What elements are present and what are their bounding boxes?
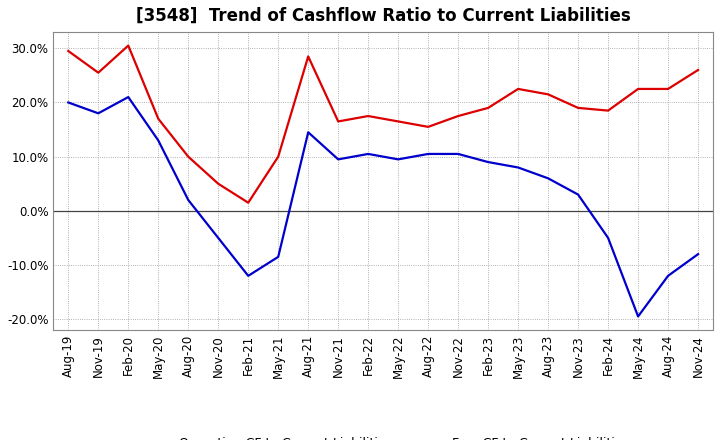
Free CF to Current Liabilities <box>214 235 222 241</box>
Free CF to Current Liabilities <box>544 176 552 181</box>
Operating CF to Current Liabilities <box>64 48 73 54</box>
Free CF to Current Liabilities <box>694 252 703 257</box>
Operating CF to Current Liabilities <box>394 119 402 124</box>
Free CF to Current Liabilities <box>304 130 312 135</box>
Line: Operating CF to Current Liabilities: Operating CF to Current Liabilities <box>68 46 698 203</box>
Free CF to Current Liabilities <box>244 273 253 279</box>
Operating CF to Current Liabilities <box>94 70 103 75</box>
Operating CF to Current Liabilities <box>334 119 343 124</box>
Operating CF to Current Liabilities <box>454 114 462 119</box>
Operating CF to Current Liabilities <box>604 108 613 113</box>
Free CF to Current Liabilities <box>334 157 343 162</box>
Free CF to Current Liabilities <box>274 254 282 260</box>
Title: [3548]  Trend of Cashflow Ratio to Current Liabilities: [3548] Trend of Cashflow Ratio to Curren… <box>136 7 631 25</box>
Free CF to Current Liabilities <box>454 151 462 157</box>
Operating CF to Current Liabilities <box>214 181 222 187</box>
Free CF to Current Liabilities <box>484 159 492 165</box>
Free CF to Current Liabilities <box>514 165 523 170</box>
Operating CF to Current Liabilities <box>634 86 642 92</box>
Free CF to Current Liabilities <box>424 151 433 157</box>
Free CF to Current Liabilities <box>664 273 672 279</box>
Free CF to Current Liabilities <box>184 198 192 203</box>
Operating CF to Current Liabilities <box>244 200 253 205</box>
Free CF to Current Liabilities <box>574 192 582 197</box>
Operating CF to Current Liabilities <box>304 54 312 59</box>
Operating CF to Current Liabilities <box>154 116 163 121</box>
Free CF to Current Liabilities <box>394 157 402 162</box>
Line: Free CF to Current Liabilities: Free CF to Current Liabilities <box>68 97 698 316</box>
Operating CF to Current Liabilities <box>514 86 523 92</box>
Operating CF to Current Liabilities <box>424 124 433 129</box>
Legend: Operating CF to Current Liabilities, Free CF to Current Liabilities: Operating CF to Current Liabilities, Fre… <box>132 432 634 440</box>
Free CF to Current Liabilities <box>124 95 132 100</box>
Operating CF to Current Liabilities <box>664 86 672 92</box>
Free CF to Current Liabilities <box>154 138 163 143</box>
Operating CF to Current Liabilities <box>544 92 552 97</box>
Operating CF to Current Liabilities <box>274 154 282 159</box>
Operating CF to Current Liabilities <box>694 67 703 73</box>
Operating CF to Current Liabilities <box>124 43 132 48</box>
Free CF to Current Liabilities <box>364 151 372 157</box>
Operating CF to Current Liabilities <box>574 105 582 110</box>
Operating CF to Current Liabilities <box>184 154 192 159</box>
Free CF to Current Liabilities <box>604 235 613 241</box>
Operating CF to Current Liabilities <box>364 114 372 119</box>
Free CF to Current Liabilities <box>634 314 642 319</box>
Free CF to Current Liabilities <box>64 100 73 105</box>
Free CF to Current Liabilities <box>94 111 103 116</box>
Operating CF to Current Liabilities <box>484 105 492 110</box>
